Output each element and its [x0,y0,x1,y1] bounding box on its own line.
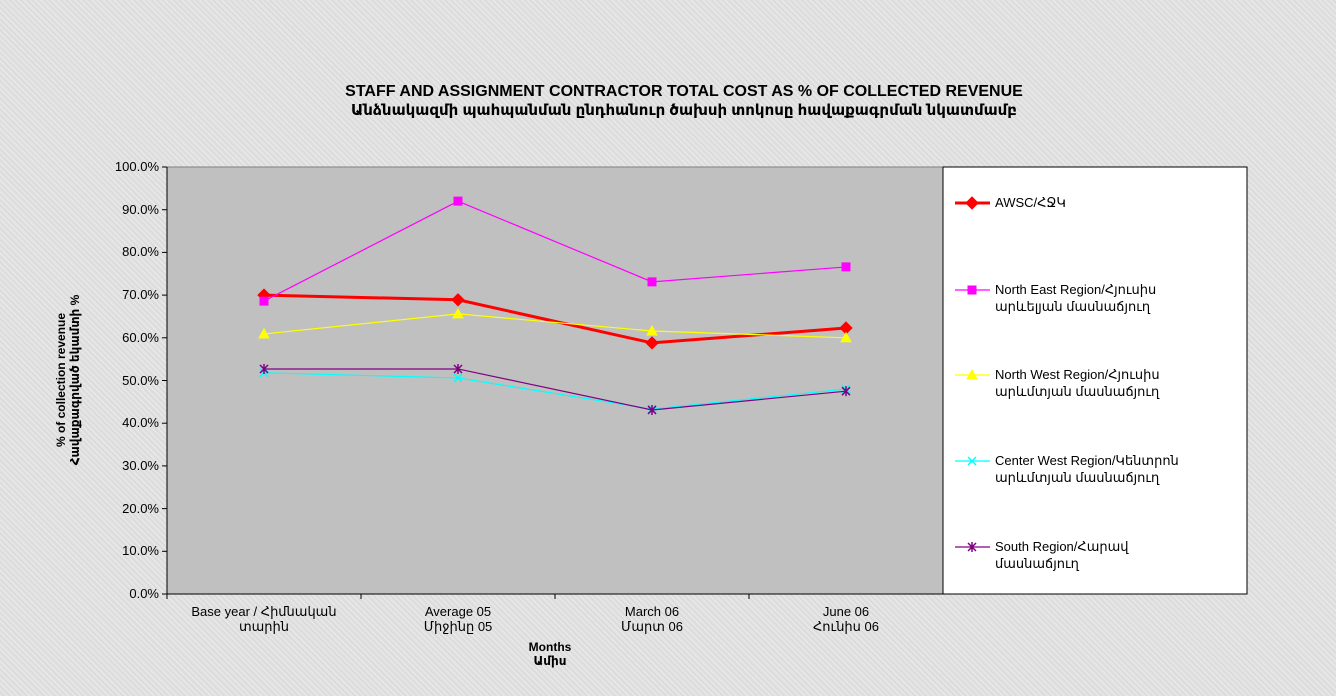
chart-title: STAFF AND ASSIGNMENT CONTRACTOR TOTAL CO… [345,83,1023,100]
y-axis-label: % of collection revenue Հավաքագրված եկամ… [54,294,82,466]
data-point [647,277,657,287]
y-tick-label: 80.0% [122,244,159,260]
y-tick-label: 100.0% [114,159,159,174]
legend-label: AWSC/ՀՋԿ [995,195,1066,210]
legend-marker [967,456,977,466]
y-tick-label: 60.0% [122,329,159,345]
legend-box [942,166,1248,595]
legend-label: North East Region/Հյուսիս արևելյան մասնա… [995,282,1157,314]
data-point [840,331,852,343]
chart-subtitle: Անձնակազմի պահպանման ընդհանուր ծախսի տոկ… [351,102,1017,119]
x-tick-label: June 06 Հունիս 06 [813,604,879,634]
series-line [263,200,847,302]
data-point [258,327,270,339]
legend-marker [967,285,977,295]
data-point [259,296,269,306]
data-point [453,373,463,383]
data-point [453,196,463,206]
legend-label: North West Region/Հյուսիս արևմտյան մասնա… [995,367,1160,399]
series-line [263,372,847,410]
y-tick-label: 30.0% [122,457,159,473]
data-point [259,363,269,374]
data-point [645,336,659,350]
y-tick-label: 40.0% [122,415,159,431]
data-point [451,293,465,307]
data-point [647,404,657,415]
data-point [452,307,464,319]
series-line [263,313,847,339]
y-tick-label: 0.0% [129,586,159,601]
data-point [646,324,658,336]
x-tick-label: Base year / Հիմնական տարին [191,604,337,634]
y-tick-label: 50.0% [122,372,159,388]
legend-label: South Region/Հարավ մասնաճյուղ [995,539,1129,571]
legend-label: Center West Region/Կենտրոն արևմտյան մասն… [995,453,1179,485]
legend-marker [966,368,978,380]
x-tick-label: Average 05 Միջինը 05 [423,604,493,634]
data-point [453,363,463,374]
plot-area [166,166,944,595]
y-tick-label: 70.0% [122,287,159,303]
series-line [264,368,847,411]
y-tick-label: 90.0% [122,201,159,217]
legend-marker [965,196,979,210]
y-tick-label: 10.0% [122,543,159,559]
data-point [841,262,851,272]
series-line [263,293,847,345]
x-axis-label: Months Ամիս [528,640,572,668]
data-point [841,386,851,397]
legend-marker [967,542,977,552]
y-tick-label: 20.0% [122,500,159,516]
x-tick-label: March 06 Մարտ 06 [621,604,683,634]
